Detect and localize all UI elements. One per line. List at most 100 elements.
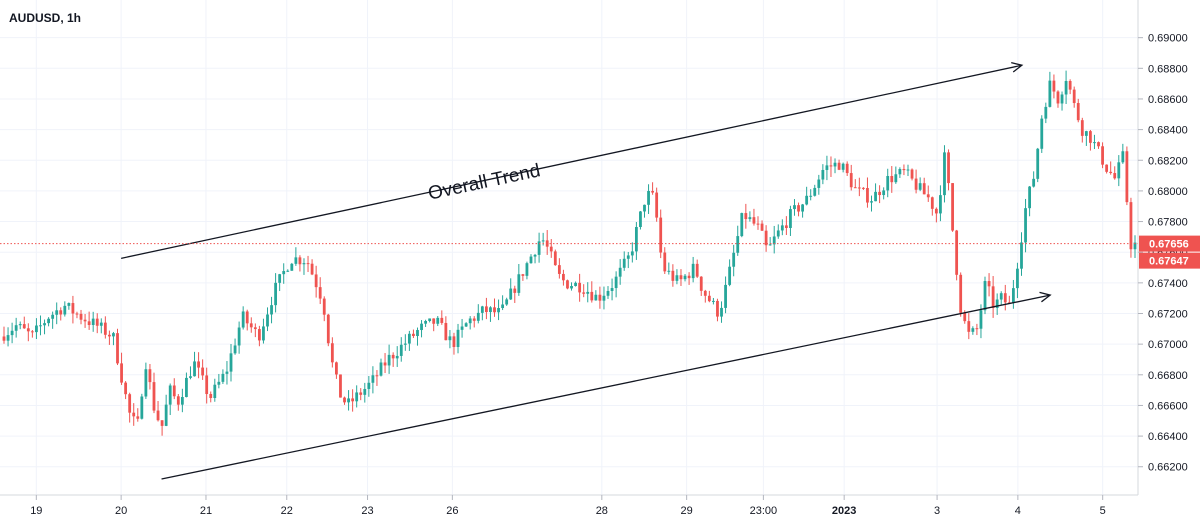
candle-bullish (809, 195, 813, 197)
candle-bullish (497, 308, 500, 313)
candle-bullish (180, 397, 184, 405)
candle-bearish (955, 230, 959, 275)
candle-bearish (797, 205, 800, 212)
candle-bullish (217, 381, 221, 385)
candle-bearish (136, 416, 140, 419)
y-tick-label: 0.66400 (1148, 431, 1188, 443)
candle-bearish (951, 183, 954, 231)
candle-bullish (43, 323, 46, 326)
candle-bullish (387, 354, 391, 366)
candle-bullish (1060, 94, 1064, 104)
candle-bullish (1121, 151, 1125, 163)
candle-bullish (874, 191, 877, 202)
candle-bearish (83, 319, 87, 322)
candle-bullish (379, 362, 383, 376)
candle-bearish (493, 307, 496, 313)
candle-bearish (687, 275, 691, 279)
candle-bearish (452, 336, 456, 347)
candle-bullish (537, 241, 541, 255)
candle-bullish (213, 384, 217, 398)
candle-bullish (290, 263, 294, 271)
candle-bearish (557, 265, 561, 274)
candle-bullish (168, 385, 172, 405)
candle-bullish (995, 299, 999, 308)
candle-bullish (626, 255, 630, 259)
candle-bearish (959, 274, 963, 313)
candle-bullish (99, 322, 103, 326)
candle-bearish (351, 398, 355, 402)
candle-bearish (124, 382, 128, 395)
candle-bullish (367, 382, 371, 389)
candle-bullish (630, 251, 634, 256)
candle-bullish (1093, 142, 1096, 144)
candle-bullish (1133, 242, 1137, 250)
trend-line[interactable] (121, 64, 1023, 259)
candle-bearish (513, 288, 517, 293)
candle-bearish (947, 152, 950, 184)
time-axis[interactable]: 19 20 21 22 23 26 28 29 23:00 2023 3 4 5 (30, 495, 1106, 517)
candle-bullish (241, 311, 245, 328)
candle-bullish (768, 244, 772, 246)
candle-bearish (326, 314, 330, 344)
candle-bullish (643, 204, 646, 212)
candle-bullish (424, 320, 427, 324)
trend-line[interactable] (161, 294, 1051, 480)
candle-bullish (610, 288, 614, 291)
candle-bearish (967, 321, 971, 332)
candle-bullish (229, 353, 233, 372)
candle-bearish (26, 328, 30, 332)
y-tick-label: 0.67800 (1148, 217, 1188, 229)
candle-bullish (6, 335, 10, 341)
candle-bearish (991, 286, 995, 308)
candle-bearish (116, 333, 119, 364)
arrow-head (1039, 291, 1052, 303)
candle-bullish (740, 213, 744, 237)
candle-bullish (237, 327, 241, 346)
x-tick-label: 29 (681, 505, 693, 517)
candle-bullish (416, 330, 419, 337)
candle-bullish (501, 304, 505, 309)
candle-bullish (736, 236, 740, 253)
candle-bullish (594, 294, 598, 301)
candle-bearish (257, 329, 261, 341)
candle-bearish (878, 191, 882, 196)
candle-bullish (468, 318, 472, 324)
x-tick-label: 2023 (832, 505, 856, 517)
candle-bearish (549, 246, 553, 252)
candle-bullish (140, 396, 144, 419)
candle-bearish (521, 274, 525, 276)
x-tick-label: 20 (115, 505, 127, 517)
candle-bullish (185, 377, 188, 398)
candle-bearish (866, 188, 869, 203)
candle-bearish (335, 362, 338, 375)
candle-bullish (772, 236, 776, 245)
candle-bullish (870, 201, 873, 203)
candle-bearish (890, 176, 894, 183)
candle-bearish (845, 163, 849, 174)
candle-bearish (120, 363, 123, 383)
candle-bullish (570, 286, 573, 289)
y-tick-label: 0.68800 (1148, 63, 1188, 75)
candle-bearish (1068, 81, 1072, 90)
candle-bearish (1097, 142, 1100, 147)
candle-bullish (347, 398, 350, 403)
candle-bullish (489, 307, 492, 313)
x-tick-label: 3 (934, 505, 940, 517)
candle-bullish (505, 299, 509, 305)
candle-bullish (274, 282, 278, 306)
candle-bullish (112, 333, 115, 337)
candle-bearish (1129, 202, 1133, 250)
candle-bearish (322, 298, 326, 315)
candle-bullish (1032, 178, 1036, 187)
candle-bearish (707, 295, 711, 302)
candle-bullish (639, 211, 642, 228)
candle-bearish (306, 263, 310, 265)
candle-bearish (128, 394, 132, 413)
candle-bearish (71, 303, 75, 314)
y-tick-label: 0.66200 (1148, 462, 1188, 474)
price-axis[interactable]: 0.66200 0.66400 0.66600 0.66800 0.67000 0.672… (1138, 33, 1188, 474)
candle-bearish (651, 190, 655, 193)
candle-bullish (403, 343, 407, 345)
candle-bullish (618, 267, 622, 277)
